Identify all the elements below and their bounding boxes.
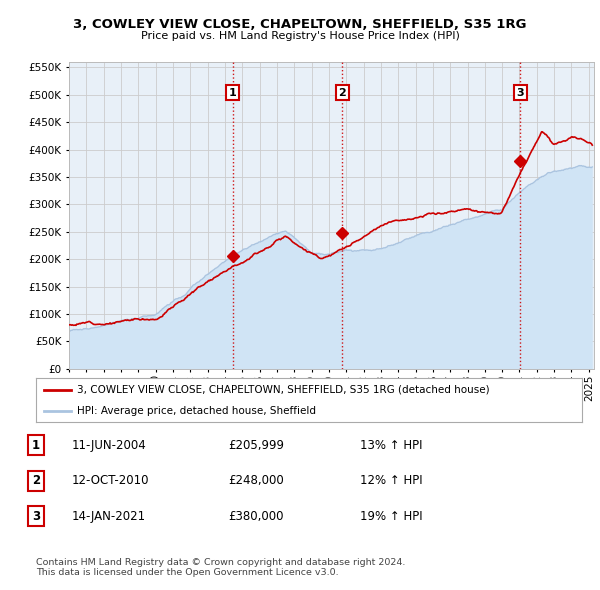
Text: Contains HM Land Registry data © Crown copyright and database right 2024.
This d: Contains HM Land Registry data © Crown c… [36, 558, 406, 577]
Text: 2: 2 [32, 474, 40, 487]
Text: 14-JAN-2021: 14-JAN-2021 [72, 510, 146, 523]
Text: 12-OCT-2010: 12-OCT-2010 [72, 474, 149, 487]
Text: HPI: Average price, detached house, Sheffield: HPI: Average price, detached house, Shef… [77, 406, 316, 416]
Text: 3, COWLEY VIEW CLOSE, CHAPELTOWN, SHEFFIELD, S35 1RG: 3, COWLEY VIEW CLOSE, CHAPELTOWN, SHEFFI… [73, 18, 527, 31]
Text: 19% ↑ HPI: 19% ↑ HPI [360, 510, 422, 523]
Text: 12% ↑ HPI: 12% ↑ HPI [360, 474, 422, 487]
Text: 11-JUN-2004: 11-JUN-2004 [72, 439, 147, 452]
Text: 3: 3 [32, 510, 40, 523]
Text: 3, COWLEY VIEW CLOSE, CHAPELTOWN, SHEFFIELD, S35 1RG (detached house): 3, COWLEY VIEW CLOSE, CHAPELTOWN, SHEFFI… [77, 385, 490, 395]
Text: 2: 2 [338, 88, 346, 97]
Text: £248,000: £248,000 [228, 474, 284, 487]
Text: £380,000: £380,000 [228, 510, 284, 523]
Text: Price paid vs. HM Land Registry's House Price Index (HPI): Price paid vs. HM Land Registry's House … [140, 31, 460, 41]
Text: 3: 3 [517, 88, 524, 97]
Text: 1: 1 [229, 88, 236, 97]
Text: 1: 1 [32, 439, 40, 452]
Text: 13% ↑ HPI: 13% ↑ HPI [360, 439, 422, 452]
Text: £205,999: £205,999 [228, 439, 284, 452]
